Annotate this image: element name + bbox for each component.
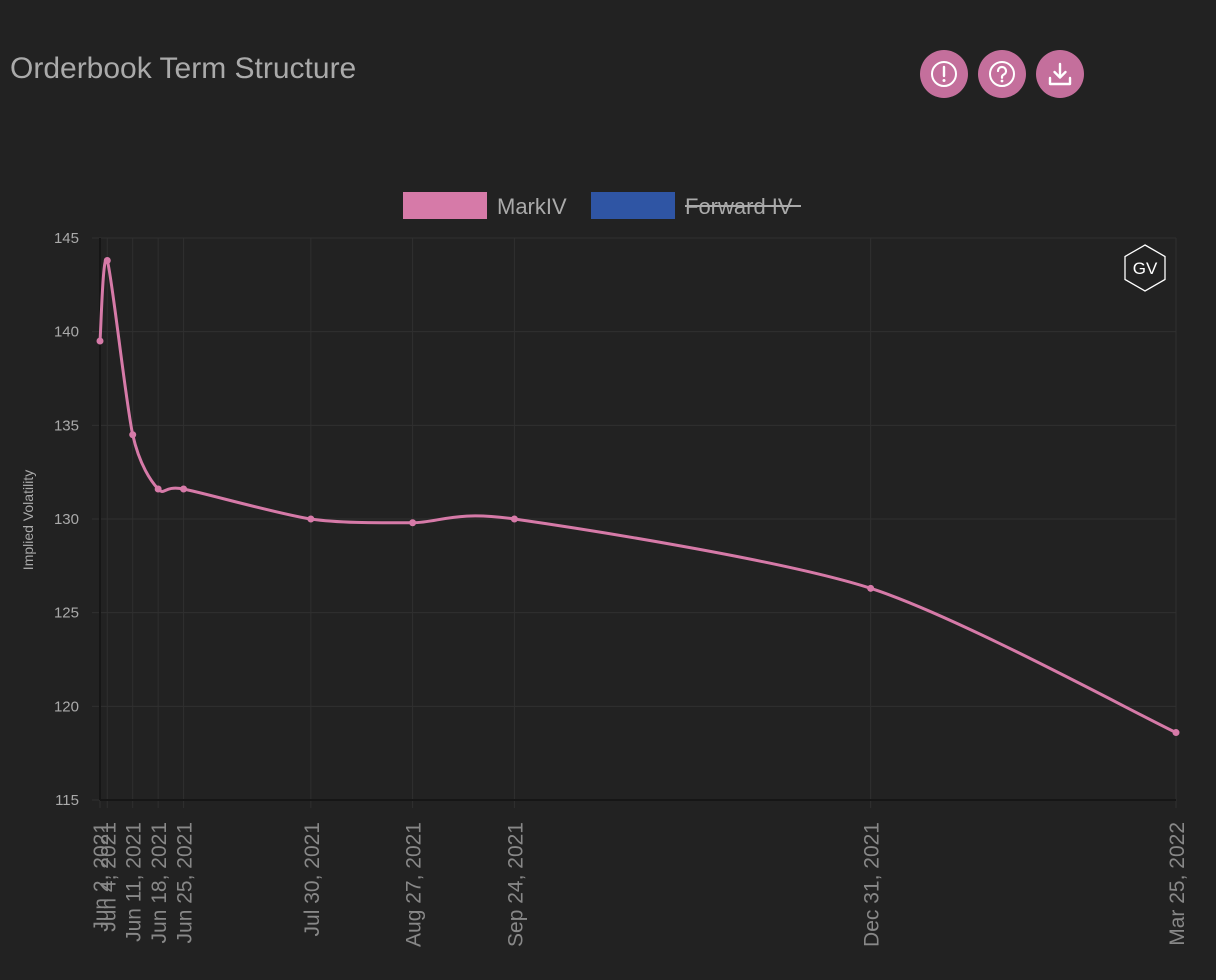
help-button[interactable] <box>978 50 1026 98</box>
y-tick-label: 135 <box>54 417 79 434</box>
x-tick-label: Sep 24, 2021 <box>504 822 527 947</box>
legend-swatch-markiv <box>403 192 487 219</box>
data-point[interactable] <box>154 485 162 493</box>
data-point[interactable] <box>96 337 104 345</box>
x-tick-label: Aug 27, 2021 <box>403 822 426 947</box>
x-tick-label: Jul 30, 2021 <box>301 822 324 936</box>
data-point[interactable] <box>180 485 188 493</box>
data-point[interactable] <box>1172 729 1180 737</box>
y-tick-label: 115 <box>55 792 79 809</box>
alert-circle-icon <box>931 61 957 87</box>
data-point[interactable] <box>510 515 518 523</box>
y-tick-label: 120 <box>54 698 79 715</box>
data-point[interactable] <box>867 584 875 592</box>
x-tick-label: Jun 4, 2021 <box>97 822 120 932</box>
data-point[interactable] <box>103 256 111 264</box>
y-axis-label: Implied Volatility <box>20 470 36 570</box>
x-tick-label: Jun 25, 2021 <box>174 822 197 943</box>
x-tick-label: Jun 11, 2021 <box>123 822 146 942</box>
legend: MarkIV Forward IV <box>403 192 801 219</box>
page-title: Orderbook Term Structure <box>10 52 357 85</box>
y-tick-label: 140 <box>54 324 79 341</box>
x-tick-label: Jun 2, 2021 <box>90 822 113 932</box>
gv-watermark-icon: GV <box>1124 244 1166 292</box>
y-tick-label: 130 <box>54 511 79 528</box>
x-tick-label: Dec 31, 2021 <box>861 822 884 947</box>
toolbar <box>920 50 1084 98</box>
info-button[interactable] <box>920 50 968 98</box>
y-axis-ticks: 115 120 125 130 135 140 145 <box>54 230 79 809</box>
y-tick-label: 145 <box>54 230 79 247</box>
x-tick-label: Mar 25, 2022 <box>1166 822 1189 946</box>
series <box>96 256 1180 737</box>
grid <box>92 237 1177 808</box>
data-point[interactable] <box>129 431 137 439</box>
x-tick-label: Jun 18, 2021 <box>148 822 171 943</box>
data-point[interactable] <box>307 515 315 523</box>
data-point[interactable] <box>409 519 417 527</box>
legend-item-markiv[interactable]: MarkIV <box>403 192 567 219</box>
watermark-text: GV <box>1133 259 1158 278</box>
series-line-markiv <box>98 257 1177 734</box>
download-button[interactable] <box>1036 50 1084 98</box>
y-tick-label: 125 <box>54 605 79 622</box>
legend-swatch-forward-iv <box>591 192 675 219</box>
question-circle-icon <box>989 61 1015 87</box>
download-icon <box>1048 62 1072 86</box>
legend-item-forward-iv[interactable]: Forward IV <box>591 192 801 219</box>
legend-label-markiv: MarkIV <box>497 194 567 219</box>
